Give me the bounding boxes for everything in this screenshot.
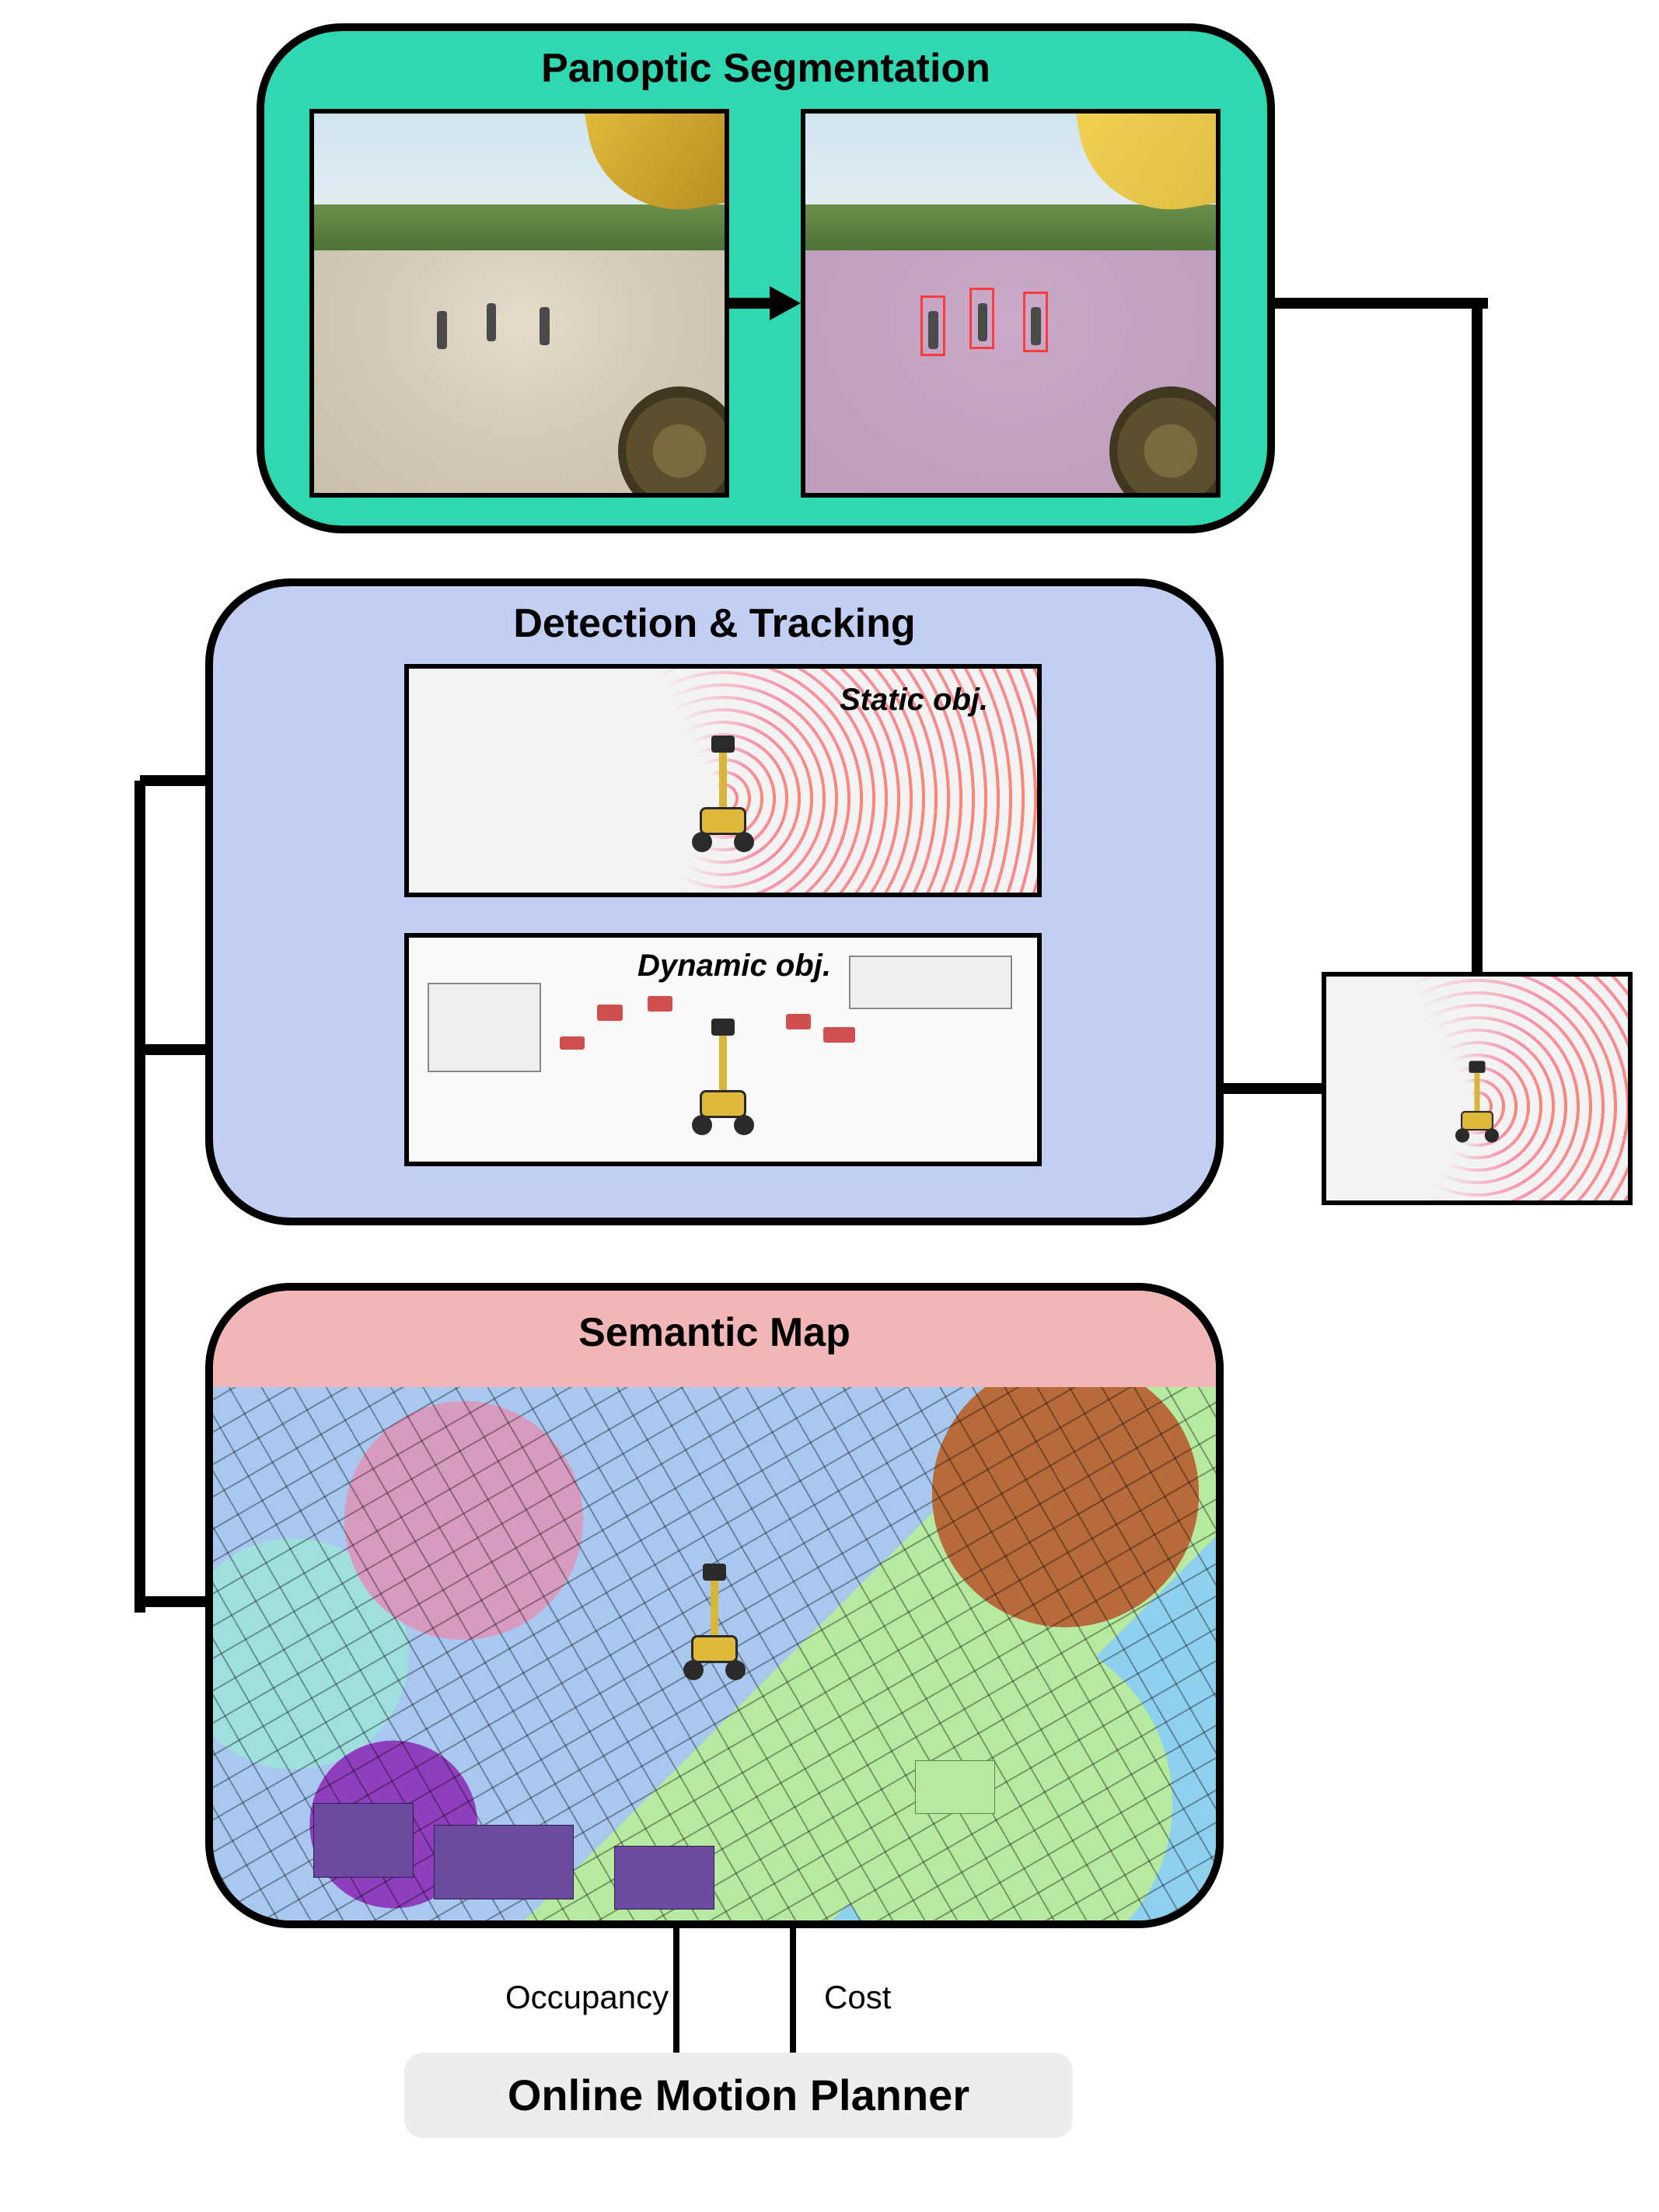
cost-label: Cost (824, 1979, 891, 2016)
panoptic-segmented-image (801, 109, 1221, 498)
occupancy-label: Occupancy (505, 1979, 669, 2016)
fusion-thumbnail (1322, 972, 1633, 1205)
panoptic-raw-image (309, 109, 729, 498)
static-obj-label: Static obj. (840, 683, 988, 718)
panoptic-title: Panoptic Segmentation (257, 45, 1275, 92)
detection-title: Detection & Tracking (205, 600, 1224, 647)
dynamic-obj-label: Dynamic obj. (637, 949, 831, 984)
planner-block: Online Motion Planner (404, 2053, 1073, 2138)
semantic-title: Semantic Map (205, 1309, 1224, 1356)
semantic-block (205, 1283, 1224, 1928)
